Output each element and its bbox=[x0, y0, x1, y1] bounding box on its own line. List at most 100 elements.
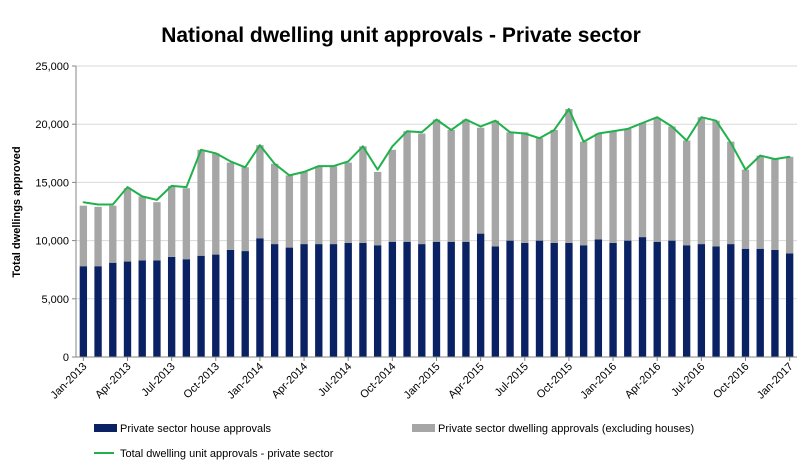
bar-house bbox=[182, 259, 191, 357]
bar-units bbox=[403, 131, 411, 242]
legend-label: Private sector house approvals bbox=[120, 423, 272, 435]
y-tick-label: 0 bbox=[63, 352, 69, 364]
bar-units bbox=[167, 185, 176, 257]
bar-units bbox=[447, 130, 455, 242]
bar-units bbox=[109, 205, 117, 263]
total-line-point bbox=[229, 160, 232, 163]
bar-house bbox=[373, 245, 382, 357]
bar-units bbox=[609, 131, 617, 243]
bar-house bbox=[594, 239, 603, 357]
bar-units bbox=[241, 167, 249, 252]
bar-house bbox=[579, 245, 588, 357]
total-line-point bbox=[788, 156, 791, 158]
bar-house bbox=[668, 240, 676, 357]
bar-house bbox=[535, 240, 544, 357]
bar-units bbox=[521, 132, 529, 243]
total-line-point bbox=[627, 128, 629, 130]
total-line-point bbox=[509, 131, 511, 134]
total-line-point bbox=[112, 203, 114, 206]
total-line-point bbox=[656, 116, 658, 118]
total-line-point bbox=[332, 165, 335, 167]
bar-house bbox=[447, 241, 455, 357]
x-tick-label: Jul-2015 bbox=[493, 361, 531, 399]
total-line-point bbox=[524, 132, 526, 135]
bar-house bbox=[256, 238, 264, 357]
total-line-point bbox=[700, 116, 703, 118]
bar-house bbox=[315, 244, 323, 357]
x-tick-label: Jan-2015 bbox=[402, 361, 443, 402]
bar-units bbox=[579, 141, 588, 246]
bar-units bbox=[727, 141, 735, 245]
total-line-point bbox=[156, 199, 158, 201]
bar-house bbox=[94, 266, 102, 357]
bar-units bbox=[226, 162, 235, 250]
total-line-point bbox=[671, 125, 673, 128]
total-line-point bbox=[479, 125, 482, 128]
bar-units bbox=[550, 130, 558, 243]
bar-house bbox=[506, 240, 514, 357]
y-axis-label: Total dwellings approved bbox=[11, 146, 23, 277]
x-axis-ticks: Jan-2013 Apr-2013 Jul-2013 Oct-2013 Jan-2014… bbox=[49, 357, 796, 402]
total-line-point bbox=[141, 195, 143, 198]
x-tick-label: Oct-2016 bbox=[711, 361, 751, 401]
total-line-point bbox=[759, 154, 761, 157]
bar-units bbox=[462, 119, 470, 242]
total-line-point bbox=[774, 158, 776, 160]
bar-units bbox=[741, 169, 750, 249]
bar-house bbox=[653, 241, 661, 357]
bar-house bbox=[197, 255, 205, 357]
bar-house bbox=[300, 244, 308, 357]
total-line-point bbox=[582, 140, 585, 143]
bar-house bbox=[609, 242, 617, 357]
total-line-point bbox=[82, 201, 85, 203]
x-tick-label: Apr-2014 bbox=[270, 361, 310, 401]
bar-house bbox=[359, 242, 367, 357]
bar-units bbox=[771, 159, 779, 250]
total-line-point bbox=[685, 139, 688, 142]
bar-units bbox=[506, 132, 514, 241]
total-line-point bbox=[538, 137, 541, 139]
bar-house bbox=[565, 242, 573, 357]
x-tick-label: Apr-2016 bbox=[623, 361, 663, 401]
total-line-point bbox=[303, 171, 305, 173]
bar-units bbox=[300, 171, 308, 245]
x-tick-label: Oct-2015 bbox=[535, 361, 575, 401]
total-line-point bbox=[185, 186, 188, 188]
bar-house bbox=[79, 266, 88, 357]
bar-house bbox=[727, 244, 735, 357]
bar-house bbox=[697, 244, 706, 357]
bar-units bbox=[123, 188, 132, 262]
bar-house bbox=[138, 260, 146, 357]
y-tick-label: 25,000 bbox=[35, 61, 69, 73]
x-tick-label: Apr-2015 bbox=[446, 361, 486, 401]
x-tick-label: Jan-2013 bbox=[49, 361, 90, 402]
bar-units bbox=[373, 171, 382, 246]
bar-house bbox=[344, 242, 352, 357]
total-line-point bbox=[421, 131, 423, 134]
bar-house bbox=[153, 260, 161, 357]
total-line-point bbox=[568, 108, 570, 110]
bar-house bbox=[226, 249, 235, 357]
total-line-point bbox=[200, 149, 202, 151]
total-line-point bbox=[97, 203, 99, 206]
total-line-point bbox=[744, 168, 747, 171]
bar-house bbox=[123, 261, 132, 357]
x-tick-label: Jan-2016 bbox=[578, 361, 619, 402]
bar-units bbox=[344, 162, 352, 243]
bar-house bbox=[329, 244, 338, 357]
total-line-point bbox=[259, 144, 261, 146]
x-tick-label: Jan-2014 bbox=[225, 361, 266, 402]
bar-units bbox=[638, 123, 647, 238]
bar-house bbox=[785, 253, 794, 357]
total-line-point bbox=[612, 130, 614, 132]
bar-units bbox=[388, 149, 397, 242]
bar-house bbox=[712, 246, 720, 357]
bar-units bbox=[359, 146, 367, 243]
legend-swatch bbox=[412, 424, 435, 432]
x-tick-label: Oct-2013 bbox=[181, 361, 221, 401]
legend: Private sector house approvals Private se… bbox=[94, 423, 694, 460]
bar-house bbox=[550, 242, 558, 357]
total-line-point bbox=[597, 132, 600, 135]
bar-units bbox=[256, 145, 264, 239]
